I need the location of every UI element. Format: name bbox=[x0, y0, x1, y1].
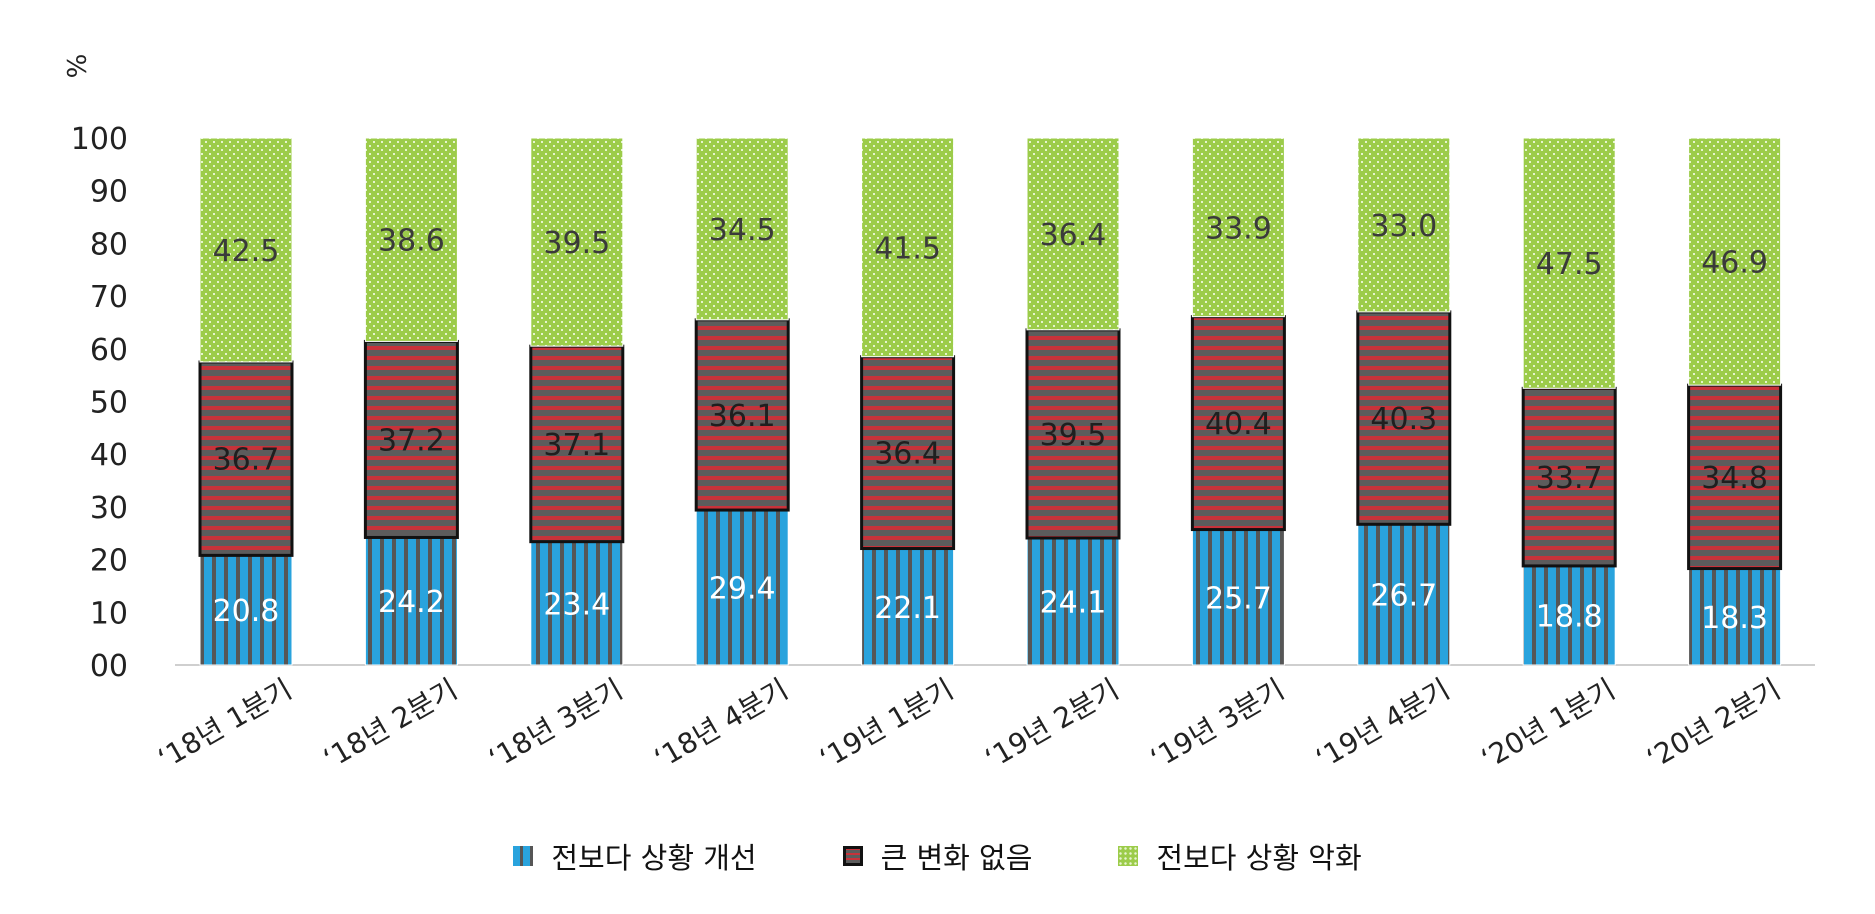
data-label-improved: 20.8 bbox=[213, 594, 280, 629]
y-tick-label: 100 bbox=[71, 122, 128, 157]
bar-segment-worsened bbox=[1026, 137, 1120, 331]
data-label-improved: 25.7 bbox=[1205, 581, 1272, 616]
x-axis-ticks: ‘18년 1분기 ‘18년 2분기 ‘18년 3분기 ‘18년 4분기 ‘19년 1분기… bbox=[152, 672, 1786, 775]
x-tick-label: ‘19년 2분기 bbox=[979, 672, 1124, 775]
y-tick-label: 60 bbox=[90, 333, 128, 368]
stacked-bar-chart: % 00 10 20 30 40 50 60 70 80 90 100 20.8 36.7 42.5 24… bbox=[63, 54, 1815, 775]
y-tick-label: 10 bbox=[90, 596, 128, 631]
bar-segment-improved bbox=[861, 548, 955, 666]
x-tick-label: ‘20년 1분기 bbox=[1476, 672, 1621, 775]
data-label-worsened: 42.5 bbox=[213, 234, 280, 269]
bar-segment-no-change bbox=[363, 339, 459, 539]
data-label-improved: 26.7 bbox=[1370, 579, 1437, 614]
bar-segment-improved bbox=[1026, 537, 1120, 666]
bar-segment-worsened bbox=[1357, 137, 1451, 313]
y-axis-unit-label: % bbox=[63, 54, 93, 79]
data-label-improved: 18.8 bbox=[1536, 599, 1603, 634]
bar-segment-worsened bbox=[530, 137, 624, 347]
y-tick-label: 00 bbox=[90, 649, 128, 684]
data-label-improved: 24.1 bbox=[1040, 585, 1107, 620]
bar-segment-no-change bbox=[1190, 315, 1286, 532]
x-tick-label: ‘18년 1분기 bbox=[152, 672, 297, 775]
data-label-worsened: 33.9 bbox=[1205, 211, 1272, 246]
data-label-worsened: 47.5 bbox=[1536, 247, 1603, 282]
legend-item-worsened: 전보다 상황 악화 bbox=[1118, 835, 1362, 877]
bar-segment-improved bbox=[1688, 568, 1782, 666]
legend-item-no-change: 큰 변화 없음 bbox=[842, 835, 1033, 877]
data-label-no-change: 36.7 bbox=[213, 443, 280, 478]
bars-group bbox=[198, 137, 1783, 666]
y-tick-label: 30 bbox=[90, 491, 128, 526]
x-tick-label: ‘18년 2분기 bbox=[318, 672, 463, 775]
y-tick-label: 90 bbox=[90, 175, 128, 210]
bar-segment-improved bbox=[1522, 565, 1616, 666]
data-label-no-change: 36.1 bbox=[709, 399, 776, 434]
bar-segment-no-change bbox=[1687, 383, 1783, 571]
legend-swatch-improved bbox=[513, 846, 534, 866]
bar-segment-worsened bbox=[199, 137, 293, 363]
legend-label-worsened: 전보다 상황 악화 bbox=[1156, 841, 1362, 875]
y-tick-label: 80 bbox=[90, 227, 128, 262]
y-tick-label: 40 bbox=[90, 438, 128, 473]
data-label-worsened: 41.5 bbox=[874, 231, 941, 266]
x-tick-label: ‘19년 3분기 bbox=[1145, 672, 1290, 775]
data-label-no-change: 40.3 bbox=[1370, 402, 1437, 437]
data-label-no-change: 39.5 bbox=[1040, 418, 1107, 453]
data-label-no-change: 36.4 bbox=[874, 437, 941, 472]
data-label-worsened: 39.5 bbox=[543, 226, 610, 261]
data-labels-group: 20.8 36.7 42.5 24.2 37.2 38.6 23.4 37.1 39.5 29.4… bbox=[213, 209, 1768, 636]
bar-segment-improved bbox=[1191, 529, 1285, 666]
bar-segment-no-change bbox=[1521, 386, 1617, 568]
legend-label-improved: 전보다 상황 개선 bbox=[551, 841, 757, 875]
data-label-worsened: 34.5 bbox=[709, 213, 776, 248]
bar-segment-worsened bbox=[861, 137, 955, 358]
bar-segment-worsened bbox=[695, 137, 789, 321]
x-tick-label: ‘18년 4분기 bbox=[649, 672, 794, 775]
bar-segment-no-change bbox=[694, 318, 790, 512]
data-label-improved: 23.4 bbox=[543, 587, 610, 622]
data-label-no-change: 40.4 bbox=[1205, 407, 1272, 442]
bar-segment-no-change bbox=[860, 355, 956, 551]
bar-segment-worsened bbox=[1191, 137, 1285, 318]
data-label-improved: 24.2 bbox=[378, 585, 445, 620]
legend-swatch-worsened bbox=[1118, 846, 1139, 866]
bar-segment-improved bbox=[364, 536, 458, 666]
bar-segment-improved bbox=[199, 554, 293, 666]
data-label-no-change: 34.8 bbox=[1701, 461, 1768, 496]
y-tick-label: 70 bbox=[90, 280, 128, 315]
legend: 전보다 상황 개선 큰 변화 없음 전보다 상황 악화 bbox=[0, 836, 1875, 876]
bar-segment-worsened bbox=[1522, 137, 1616, 389]
legend-label-no-change: 큰 변화 없음 bbox=[880, 841, 1033, 875]
bar-segment-no-change bbox=[529, 344, 625, 544]
data-label-worsened: 36.4 bbox=[1040, 218, 1107, 253]
legend-item-improved: 전보다 상황 개선 bbox=[513, 835, 757, 877]
bar-segment-worsened bbox=[1688, 137, 1782, 386]
data-label-worsened: 38.6 bbox=[378, 224, 445, 259]
data-label-improved: 22.1 bbox=[874, 591, 941, 626]
x-tick-label: ‘18년 3분기 bbox=[483, 672, 628, 775]
data-label-improved: 29.4 bbox=[709, 572, 776, 607]
data-label-worsened: 33.0 bbox=[1370, 209, 1437, 244]
x-tick-label: ‘20년 2분기 bbox=[1641, 672, 1786, 775]
data-label-no-change: 33.7 bbox=[1536, 461, 1603, 496]
legend-swatch-no-change bbox=[842, 846, 863, 866]
x-tick-label: ‘19년 4분기 bbox=[1310, 672, 1455, 775]
bar-segment-improved bbox=[1357, 523, 1451, 666]
y-tick-label: 50 bbox=[90, 386, 128, 421]
x-tick-label: ‘19년 1분기 bbox=[814, 672, 959, 775]
data-label-worsened: 46.9 bbox=[1701, 246, 1768, 281]
bar-segment-improved bbox=[530, 541, 624, 666]
y-axis-ticks: 00 10 20 30 40 50 60 70 80 90 100 bbox=[71, 122, 128, 684]
bar-segment-no-change bbox=[198, 360, 294, 557]
bar-segment-no-change bbox=[1356, 310, 1452, 526]
data-label-no-change: 37.2 bbox=[378, 423, 445, 458]
bar-segment-worsened bbox=[364, 137, 458, 342]
bar-segment-no-change bbox=[1025, 328, 1121, 540]
y-tick-label: 20 bbox=[90, 544, 128, 579]
bar-segment-improved bbox=[695, 509, 789, 666]
data-label-no-change: 37.1 bbox=[543, 428, 610, 463]
data-label-improved: 18.3 bbox=[1701, 601, 1768, 636]
